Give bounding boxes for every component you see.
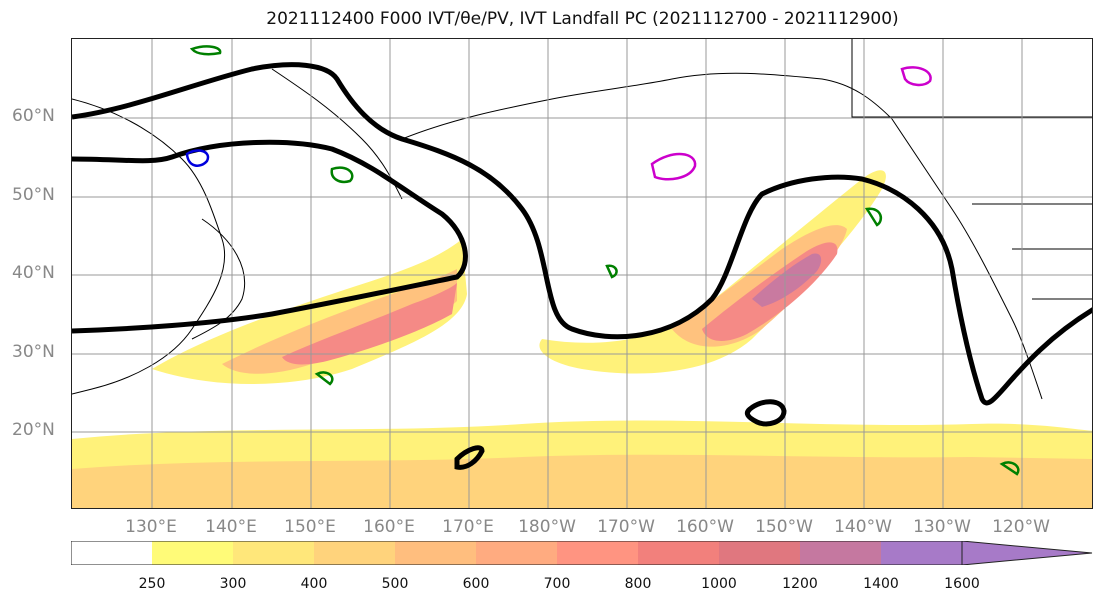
lon-label-160e: 160°E xyxy=(363,517,415,537)
asia-coast xyxy=(72,98,226,395)
japan-coast xyxy=(191,218,246,340)
colorbar-segment-6 xyxy=(557,541,639,565)
ivt-colorbar xyxy=(70,540,1093,566)
lat-label-50n: 50°N xyxy=(12,185,55,205)
colorbar-segment-0 xyxy=(71,541,153,565)
ivt-tropical-band xyxy=(72,420,1092,508)
colorbar-segment-9 xyxy=(800,541,882,565)
colorbar-segment-4 xyxy=(395,541,477,565)
lon-label-120w: 120°W xyxy=(992,517,1050,537)
lon-label-130e: 130°E xyxy=(125,517,177,537)
theta-e-closed-contour xyxy=(744,399,787,427)
lon-label-150w: 150°W xyxy=(755,517,813,537)
colorbar-tick-1400: 1400 xyxy=(863,576,899,592)
pv-blue-contour xyxy=(185,149,210,167)
colorbar-segment-10 xyxy=(881,541,963,565)
lon-label-170w: 170°W xyxy=(597,517,655,537)
colorbar-tick-500: 500 xyxy=(381,576,409,592)
colorbar-segment-7 xyxy=(638,541,720,565)
pv-magenta-contour-1 xyxy=(650,152,697,181)
theta-e-small-contour xyxy=(454,445,485,470)
colorbar-tick-1600: 1600 xyxy=(944,576,980,592)
lon-label-140e: 140°E xyxy=(205,517,257,537)
pv-green-contour-2 xyxy=(864,207,883,227)
map-title: 2021112400 F000 IVT/θe/PV, IVT Landfall … xyxy=(266,9,899,29)
pv-green-contour-5 xyxy=(605,264,618,279)
alaska-coast xyxy=(401,72,893,140)
colorbar-tick-300: 300 xyxy=(219,576,247,592)
lon-label-180w: 180°W xyxy=(518,517,576,537)
colorbar-extend-arrow xyxy=(961,540,1093,566)
us-state-lines xyxy=(1012,248,1092,300)
lat-label-60n: 60°N xyxy=(12,106,55,126)
lat-label-40n: 40°N xyxy=(12,263,55,283)
coastlines xyxy=(72,39,1092,400)
colorbar-segment-2 xyxy=(233,541,315,565)
gridlines xyxy=(72,39,1092,508)
ivt-plume-west xyxy=(152,239,467,384)
map-panel xyxy=(71,38,1093,509)
map-canvas xyxy=(72,39,1092,508)
colorbar-svg xyxy=(70,540,1093,566)
colorbar-tick-600: 600 xyxy=(462,576,490,592)
colorbar-tick-400: 400 xyxy=(300,576,328,592)
canada-border xyxy=(851,39,1092,118)
pv-green-contour-1 xyxy=(330,166,354,184)
lat-label-20n: 20°N xyxy=(12,420,55,440)
colorbar-tick-250: 250 xyxy=(138,576,166,592)
na-west-coast xyxy=(891,118,1043,400)
theta-e-contours xyxy=(72,62,1092,470)
pv-green-contour-4 xyxy=(189,45,222,56)
pv-contours xyxy=(185,45,1020,476)
lon-label-130w: 130°W xyxy=(913,517,971,537)
lat-label-30n: 30°N xyxy=(12,342,55,362)
pv-green-contour-3 xyxy=(314,371,334,386)
ivt-plume-east xyxy=(539,170,886,374)
lon-label-170e: 170°E xyxy=(442,517,494,537)
lon-label-140w: 140°W xyxy=(834,517,892,537)
colorbar-tick-1200: 1200 xyxy=(782,576,818,592)
colorbar-tick-1000: 1000 xyxy=(701,576,737,592)
pv-green-contour-6 xyxy=(999,461,1020,476)
colorbar-segment-5 xyxy=(476,541,558,565)
colorbar-segment-8 xyxy=(719,541,801,565)
lon-label-160w: 160°W xyxy=(676,517,734,537)
colorbar-segment-3 xyxy=(314,541,396,565)
theta-e-contour-main xyxy=(72,62,1092,406)
colorbar-tick-800: 800 xyxy=(624,576,652,592)
theta-e-contour-lower xyxy=(72,139,468,334)
colorbar-tick-700: 700 xyxy=(543,576,571,592)
colorbar-segment-1 xyxy=(152,541,234,565)
pv-magenta-contour-2 xyxy=(900,66,932,87)
lon-label-150e: 150°E xyxy=(284,517,336,537)
